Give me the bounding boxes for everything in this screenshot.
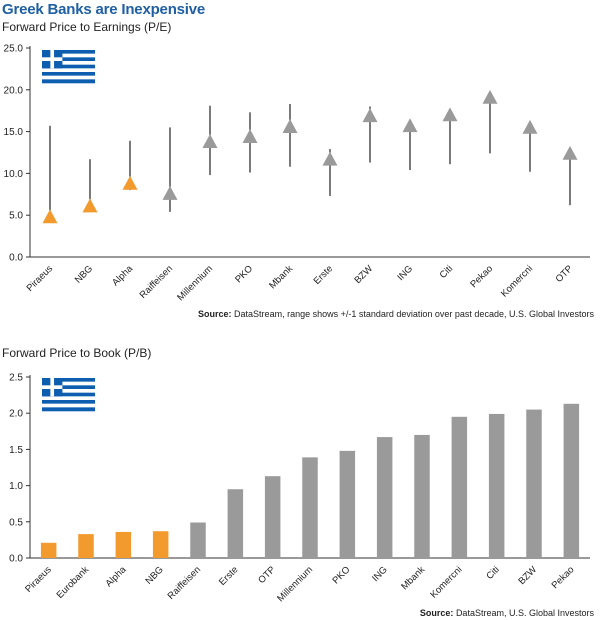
pe-point-alpha (122, 175, 138, 190)
pb-bar-pekao (563, 403, 580, 558)
pe-x-tick-label: OTP (554, 263, 576, 285)
pe-x-tick-label: BZW (352, 263, 375, 286)
pe-point-otp (562, 145, 578, 160)
pe-y-tick-label: 0.0 (9, 253, 23, 264)
pe-y-tick-label: 20.0 (4, 85, 24, 96)
pb-x-tick-label: ING (370, 564, 390, 584)
pb-bar-otp (264, 476, 281, 558)
pb-x-tick-label: Raiffeisen (166, 564, 204, 602)
pb-x-tick-label: BZW (516, 564, 539, 587)
pb-x-tick-label: Mbank (399, 564, 427, 592)
pb-bar-eurobank (78, 534, 94, 558)
pb-x-tick-label: NBG (143, 564, 165, 586)
pe-x-tick-label: Komercni (499, 263, 535, 299)
pe-point-raiffeisen (162, 185, 178, 200)
pe-x-tick-label: Alpha (110, 263, 135, 288)
pb-x-tick-label: Eurobank (55, 564, 92, 601)
pb-chart-title: Forward Price to Book (P/B) (2, 346, 152, 360)
pe-point-piraeus (42, 209, 58, 224)
pb-y-tick-label: 2.0 (9, 409, 23, 420)
pb-bar-nbg (152, 531, 169, 558)
pe-x-tick-label: Citi (438, 263, 455, 280)
pe-x-tick-label: NBG (73, 263, 95, 285)
pe-x-tick-label: Erste (312, 263, 335, 286)
pe-x-tick-label: PKO (233, 263, 255, 285)
pb-y-tick-label: 2.5 (9, 373, 23, 384)
pe-source-text: DataStream, range shows +/-1 standard de… (234, 309, 594, 319)
pb-bar-mbank (414, 434, 430, 558)
pb-bar-raiffeisen (190, 522, 206, 558)
pb-x-tick-label: Alpha (103, 564, 128, 589)
pe-chart: 0.0 5.0 10.0 15.0 20.0 25.0 Piraeus NBG Alpha Rai… (4, 44, 590, 303)
pb-bar-pko (339, 450, 356, 558)
pe-x-tick-label: Piraeus (25, 263, 56, 294)
pb-source-text: DataStream, U.S. Global Investors (455, 608, 594, 618)
pb-bar-bzw (526, 409, 542, 558)
pb-source-label: Source: (419, 608, 454, 618)
pe-point-komercni (522, 119, 538, 134)
pe-x-tick-label: Pekao (468, 263, 495, 290)
pe-source: Source: DataStream, range shows +/-1 sta… (198, 309, 594, 319)
pe-chart-title: Forward Price to Earnings (P/E) (2, 20, 172, 34)
pe-x-tick-label: Millennium (175, 263, 215, 303)
pe-point-citi (442, 107, 458, 122)
pb-y-tick-label: 0.5 (9, 517, 23, 528)
pe-point-millennium (202, 134, 218, 149)
pb-x-tick-label: Erste (217, 564, 240, 587)
pb-bar-millennium (302, 457, 318, 558)
pb-x-tick-label: Pekao (550, 564, 577, 591)
pe-y-tick-label: 5.0 (9, 211, 23, 222)
pb-bar-erste (227, 489, 244, 558)
pb-bar-ing (376, 437, 393, 558)
pb-x-tick-label: Citi (484, 564, 501, 581)
pe-y-tick-label: 15.0 (4, 127, 24, 138)
pb-bar-komercni (451, 416, 468, 558)
pe-x-tick-label: ING (395, 263, 415, 283)
pe-y-tick-label: 10.0 (4, 169, 24, 180)
pb-chart: 0.0 0.5 1.0 1.5 2.0 2.5 Piraeus Eurobank Alpha NB… (9, 373, 590, 604)
pb-x-tick-label: OTP (256, 564, 278, 586)
pe-x-tick-label: Raiffeisen (138, 263, 176, 301)
pe-point-nbg (82, 198, 98, 213)
pe-point-mbank (282, 119, 298, 133)
pe-y-tick-label: 25.0 (4, 44, 24, 55)
pb-y-tick-label: 1.5 (9, 445, 23, 456)
pe-point-pko (242, 129, 258, 143)
pb-x-tick-label: Millennium (275, 564, 315, 604)
pe-point-bzw (362, 108, 378, 123)
pb-x-tick-label: Piraeus (23, 564, 54, 595)
pb-x-tick-label: PKO (330, 564, 352, 586)
pe-point-erste (322, 151, 338, 166)
pb-bar-citi (488, 413, 505, 558)
pb-greek-flag-icon (42, 378, 95, 412)
pb-y-tick-label: 1.0 (9, 481, 23, 492)
pe-x-tick-label: Mbank (267, 263, 295, 291)
pe-greek-flag-icon (42, 50, 95, 84)
pb-y-tick-label: 0.0 (9, 554, 23, 565)
pb-x-tick-label: Komercni (428, 564, 464, 600)
pb-bar-piraeus (40, 542, 57, 558)
pb-bar-alpha (115, 531, 132, 558)
pe-source-label: Source: (198, 309, 232, 319)
pe-point-pekao (482, 89, 498, 104)
pe-point-ing (402, 118, 418, 133)
page-title: Greek Banks are Inexpensive (2, 1, 206, 18)
pb-source: Source: DataStream, U.S. Global Investor… (420, 608, 594, 618)
